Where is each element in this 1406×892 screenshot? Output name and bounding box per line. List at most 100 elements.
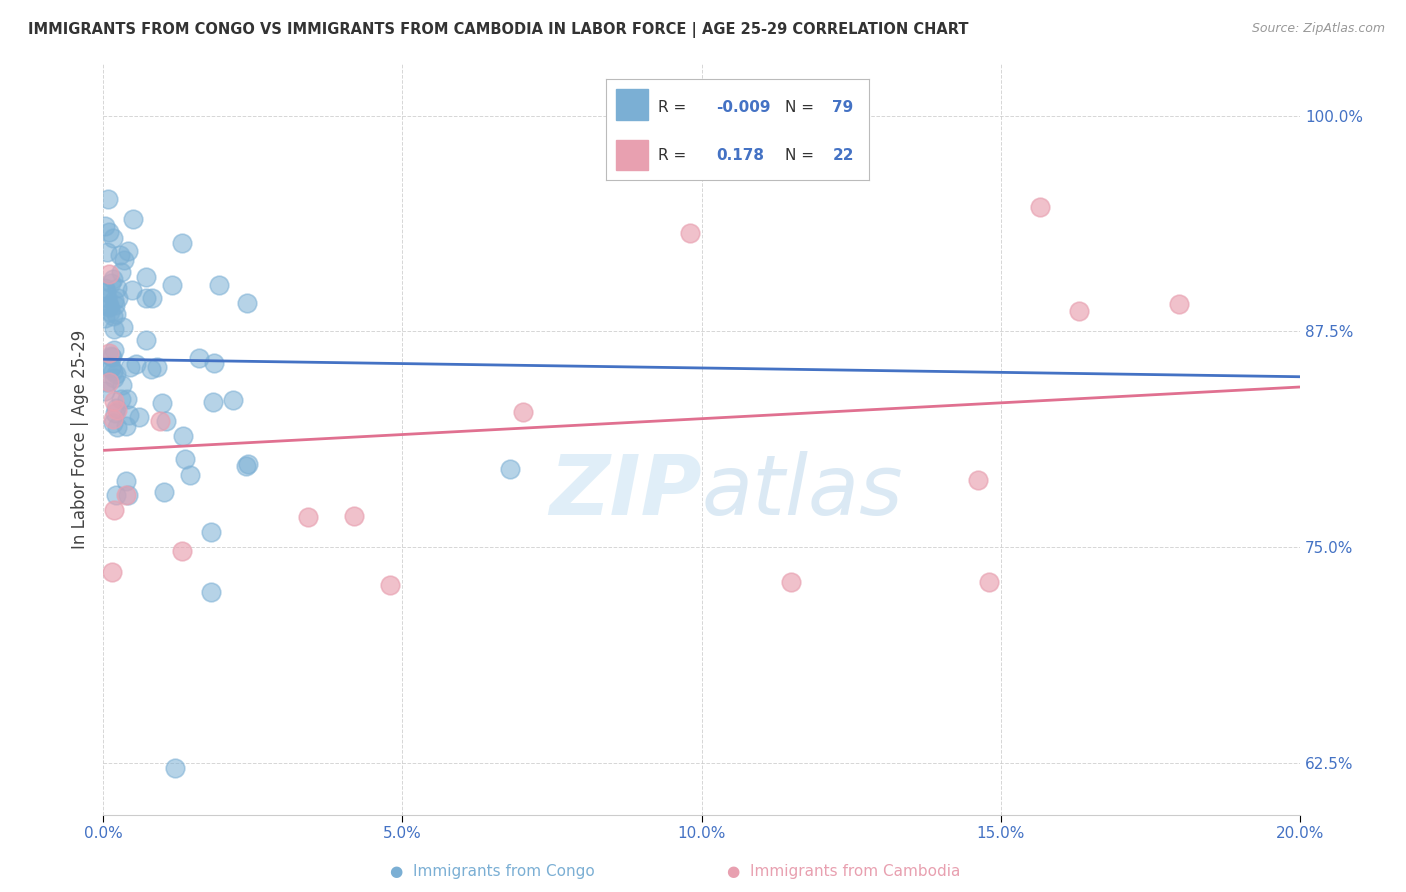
Point <box>104 307 127 321</box>
Point <box>101 363 124 377</box>
Point <box>1067 303 1090 318</box>
Point <box>200 585 222 599</box>
Point <box>110 392 132 406</box>
Point <box>98 267 121 281</box>
Point <box>100 351 122 365</box>
Point <box>101 310 124 324</box>
Point <box>380 578 402 592</box>
Point <box>117 488 139 502</box>
Point <box>128 410 150 425</box>
Point <box>149 414 172 428</box>
Point <box>110 265 132 279</box>
Point <box>104 488 127 502</box>
Point <box>108 248 131 262</box>
Point <box>235 458 257 473</box>
Point <box>967 474 990 488</box>
Point <box>105 281 128 295</box>
Point <box>115 418 138 433</box>
Point <box>121 283 143 297</box>
Point <box>100 277 122 291</box>
Point <box>155 414 177 428</box>
Point <box>141 362 163 376</box>
Point <box>107 420 129 434</box>
Point <box>188 351 211 365</box>
Point <box>135 333 157 347</box>
Point <box>780 574 803 589</box>
Point <box>104 406 127 420</box>
Text: IMMIGRANTS FROM CONGO VS IMMIGRANTS FROM CAMBODIA IN LABOR FORCE | AGE 25-29 COR: IMMIGRANTS FROM CONGO VS IMMIGRANTS FROM… <box>28 22 969 38</box>
Point <box>97 192 120 206</box>
Point <box>179 467 201 482</box>
Point <box>172 429 194 443</box>
Point <box>174 451 197 466</box>
Point <box>201 394 224 409</box>
Point <box>977 574 1000 589</box>
Point <box>117 244 139 259</box>
Text: ●  Immigrants from Cambodia: ● Immigrants from Cambodia <box>727 863 960 879</box>
Point <box>101 272 124 286</box>
Point <box>94 281 117 295</box>
Point <box>94 384 117 398</box>
Point <box>104 298 127 312</box>
Point <box>111 378 134 392</box>
Point <box>135 269 157 284</box>
Point <box>170 235 193 250</box>
Point <box>160 277 183 292</box>
Text: ZIP: ZIP <box>548 451 702 533</box>
Point <box>100 349 122 363</box>
Point <box>200 525 222 540</box>
Point <box>101 412 124 426</box>
Point <box>94 285 117 300</box>
Point <box>101 231 124 245</box>
Point <box>100 361 122 376</box>
Point <box>135 291 157 305</box>
Point <box>117 392 139 406</box>
Point <box>103 370 125 384</box>
Point <box>222 393 245 408</box>
Point <box>105 401 128 415</box>
Y-axis label: In Labor Force | Age 25-29: In Labor Force | Age 25-29 <box>72 330 89 549</box>
Point <box>100 565 122 579</box>
Point <box>112 252 135 267</box>
Point <box>678 226 700 240</box>
Point <box>96 244 118 259</box>
Point <box>150 396 173 410</box>
Text: Source: ZipAtlas.com: Source: ZipAtlas.com <box>1251 22 1385 36</box>
Point <box>111 320 134 334</box>
Point <box>94 310 117 325</box>
Point <box>152 485 174 500</box>
Point <box>94 219 117 233</box>
Point <box>208 278 231 293</box>
Point <box>122 211 145 226</box>
Point <box>499 462 522 476</box>
Point <box>342 509 364 524</box>
Point <box>105 367 128 381</box>
Point <box>98 375 121 389</box>
Point <box>141 291 163 305</box>
Point <box>146 359 169 374</box>
Point <box>105 402 128 417</box>
Point <box>96 376 118 390</box>
Point <box>103 343 125 357</box>
Point <box>98 226 121 240</box>
Point <box>204 355 226 369</box>
Point <box>97 298 120 312</box>
Text: ●  Immigrants from Congo: ● Immigrants from Congo <box>389 863 595 879</box>
Point <box>115 474 138 488</box>
Point <box>96 291 118 305</box>
Point <box>98 346 121 360</box>
Point <box>98 305 121 319</box>
Point <box>114 488 136 502</box>
Point <box>103 322 125 336</box>
Point <box>236 296 259 310</box>
Point <box>100 360 122 375</box>
Point <box>297 509 319 524</box>
Point <box>97 300 120 314</box>
Point <box>103 502 125 516</box>
Point <box>118 409 141 423</box>
Point <box>163 761 186 775</box>
Point <box>170 543 193 558</box>
Point <box>103 293 125 307</box>
Point <box>107 291 129 305</box>
Point <box>1167 297 1189 311</box>
